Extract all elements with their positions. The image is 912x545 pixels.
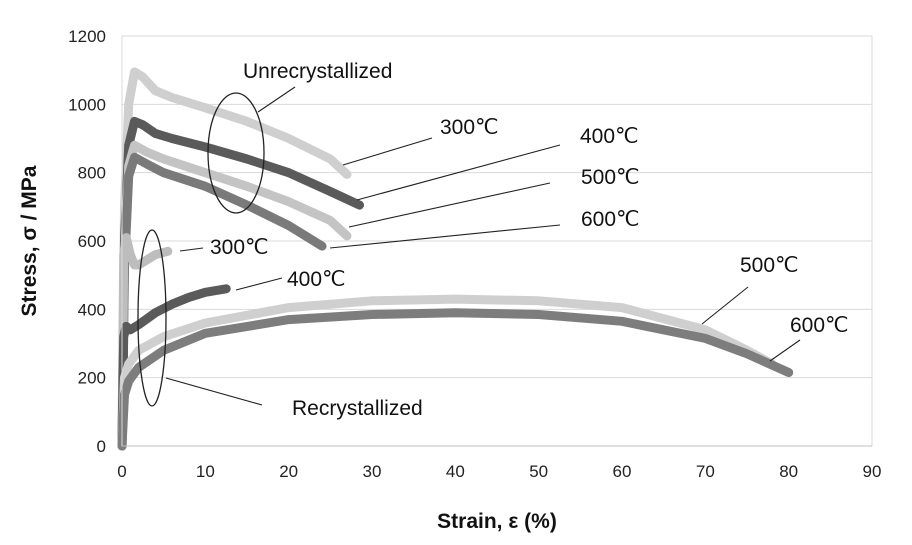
u400-label: 400℃	[580, 125, 639, 148]
series-line-3	[117, 152, 327, 451]
series-line-5	[117, 284, 231, 451]
series-group	[117, 67, 794, 451]
r600-label: 600℃	[790, 314, 849, 337]
y-axis-title: Stress, σ / MPa	[18, 165, 41, 316]
y-tick-label-1: 200	[78, 369, 106, 388]
u300-label: 300℃	[440, 116, 499, 139]
x-axis-title: Strain, ε (%)	[437, 510, 557, 533]
x-tick-label-0: 0	[117, 462, 126, 481]
unrecrystallized-leader	[257, 86, 296, 113]
x-tick-label-2: 20	[279, 462, 298, 481]
r500-label: 500℃	[740, 254, 799, 277]
unrecrystallized-label: Unrecrystallized	[243, 60, 392, 83]
u600-leader	[329, 224, 561, 249]
series-line-0	[117, 67, 352, 451]
recrystallized-leader	[165, 377, 263, 406]
y-tick-label-0: 0	[97, 437, 106, 456]
tick-labels: 0 200 400 600 800 1000 1200 0 10 20 30 40 50 60 70 80 90	[68, 27, 881, 481]
annotation-shapes	[137, 86, 801, 407]
series-line-6	[117, 294, 777, 451]
x-tick-label-4: 40	[446, 462, 465, 481]
recrystallized-label: Recrystallized	[292, 397, 423, 420]
u500-label: 500℃	[581, 166, 640, 189]
y-tick-label-5: 1000	[68, 95, 106, 114]
r300-label: 300℃	[210, 236, 269, 259]
x-tick-label-1: 10	[196, 462, 215, 481]
axes	[121, 35, 873, 447]
u500-leader	[348, 182, 551, 228]
r400-label: 400℃	[287, 268, 346, 291]
u400-leader	[356, 144, 561, 201]
y-tick-label-2: 400	[78, 300, 106, 319]
unrecrystallized-bracket	[207, 92, 265, 214]
recrystallized-bracket	[137, 229, 167, 407]
x-tick-label-6: 60	[613, 462, 632, 481]
x-tick-label-5: 50	[529, 462, 548, 481]
u600-label: 600℃	[581, 208, 640, 231]
y-tick-label-6: 1200	[68, 27, 106, 46]
y-tick-label-4: 800	[78, 164, 106, 183]
series-line-4	[117, 233, 173, 451]
y-tick-label-3: 600	[78, 232, 106, 251]
series-line-7	[117, 308, 794, 451]
r300-leader	[179, 247, 204, 252]
r400-leader	[235, 277, 283, 291]
x-tick-label-9: 90	[863, 462, 882, 481]
x-tick-label-7: 70	[696, 462, 715, 481]
r500-leader	[701, 286, 749, 325]
r600-leader	[769, 339, 801, 362]
u300-leader	[342, 137, 433, 166]
x-tick-label-8: 80	[779, 462, 798, 481]
x-tick-label-3: 30	[363, 462, 382, 481]
